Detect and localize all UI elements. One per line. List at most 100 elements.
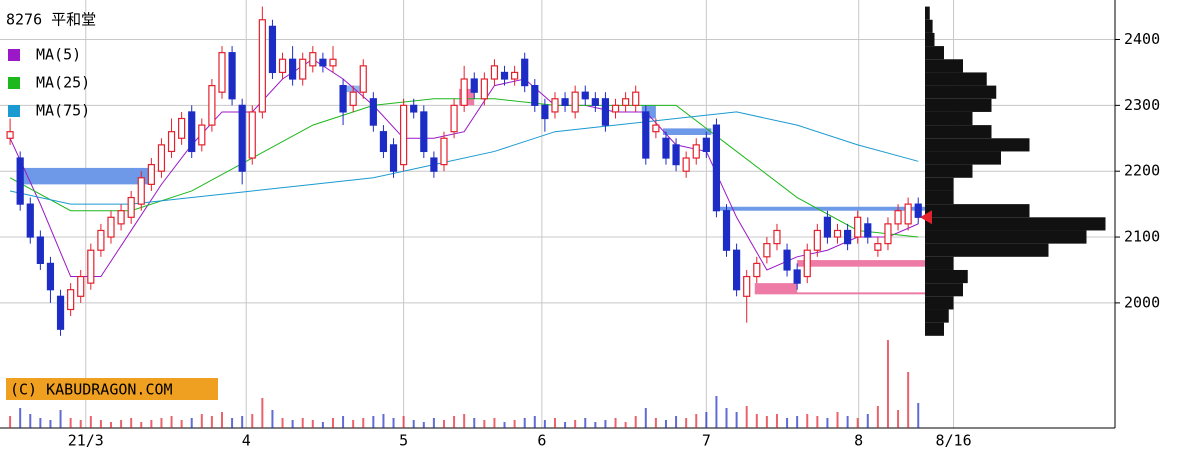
volume-profile-bar xyxy=(925,151,1001,165)
candle-body xyxy=(541,104,549,120)
candle-body xyxy=(420,111,428,153)
volume-profile-bar xyxy=(925,46,944,60)
candle-body xyxy=(56,295,65,330)
volume-bar xyxy=(816,416,819,428)
volume-bar xyxy=(715,396,718,428)
volume-profile-bar xyxy=(925,322,944,336)
volume-profile-bar xyxy=(925,19,933,33)
volume-bar xyxy=(826,418,829,428)
legend-swatch xyxy=(8,49,20,61)
volume-bar xyxy=(301,418,304,428)
volume-bar xyxy=(634,416,637,428)
volume-profile-bar xyxy=(925,98,992,112)
volume-bar xyxy=(271,410,274,428)
copyright: (C) KABUDRAGON.COM xyxy=(10,381,173,399)
candle-body xyxy=(561,98,569,106)
candle-body xyxy=(228,52,236,100)
candle-body xyxy=(36,236,44,264)
y-tick-label: 2200 xyxy=(1124,162,1160,180)
candle-body xyxy=(632,91,640,106)
volume-bar xyxy=(897,410,900,428)
volume-bar xyxy=(321,422,324,428)
legend-swatch xyxy=(8,105,20,117)
candle-body xyxy=(894,210,902,225)
volume-bar xyxy=(574,420,577,428)
volume-bar xyxy=(392,418,395,428)
volume-bar xyxy=(765,416,768,428)
volume-bar xyxy=(745,406,748,428)
volume-profile-bar xyxy=(925,111,973,126)
volume-bar xyxy=(473,418,476,428)
candle-body xyxy=(77,275,85,297)
volume-bar xyxy=(281,418,284,428)
volume-bar xyxy=(402,416,405,428)
candle-body xyxy=(299,58,307,80)
volume-bar xyxy=(180,420,183,428)
x-tick-label: 6 xyxy=(537,432,546,450)
candle-body xyxy=(551,98,559,113)
volume-bar xyxy=(89,416,92,428)
volume-bar xyxy=(463,414,466,428)
candle-body xyxy=(369,98,377,126)
candle-body xyxy=(884,223,892,245)
volume-bar xyxy=(291,420,294,428)
volume-bar xyxy=(493,418,496,428)
volume-profile-bar xyxy=(925,6,930,20)
candle-body xyxy=(511,71,519,80)
volume-profile-bar xyxy=(925,72,987,86)
candle-body xyxy=(349,91,357,106)
candle-body xyxy=(803,249,811,278)
candle-body xyxy=(733,249,741,291)
candle-body xyxy=(813,229,821,251)
volume-bar xyxy=(190,418,193,428)
volume-bar xyxy=(432,418,435,428)
volume-bar xyxy=(372,416,375,428)
candle-body xyxy=(268,25,277,74)
candle-body xyxy=(147,164,155,185)
candle-body xyxy=(793,269,801,284)
volume-bar xyxy=(140,422,143,428)
volume-bar xyxy=(856,418,859,428)
volume-bar xyxy=(210,416,213,428)
volume-bar xyxy=(553,418,556,428)
volume-bar xyxy=(311,420,314,428)
candle-body xyxy=(379,131,388,153)
candle-body xyxy=(107,216,115,238)
candle-body xyxy=(248,111,256,159)
price-zone xyxy=(662,128,712,135)
volume-bar xyxy=(29,414,32,428)
volume-profile-bar xyxy=(925,32,935,47)
candle-body xyxy=(480,78,488,100)
ma-line xyxy=(9,58,919,278)
volume-profile-bar xyxy=(925,243,1049,257)
volume-profile-bar xyxy=(925,138,1030,152)
x-tick-label: 21/3 xyxy=(68,432,104,450)
legend-label: MA(5) xyxy=(36,46,81,64)
candle-body xyxy=(833,229,842,238)
candle-body xyxy=(178,117,186,139)
volume-bar xyxy=(786,418,789,428)
candle-body xyxy=(500,71,509,80)
candle-body xyxy=(389,144,398,172)
volume-bar xyxy=(130,418,133,428)
candle-body xyxy=(198,124,206,146)
candle-body xyxy=(87,249,95,284)
volume-bar xyxy=(170,416,173,428)
candle-body xyxy=(117,210,125,225)
volume-bar xyxy=(412,420,415,428)
candle-body xyxy=(864,223,872,238)
candle-body xyxy=(914,203,922,218)
candle-body xyxy=(753,262,761,278)
volume-bar xyxy=(543,420,546,428)
candle-body xyxy=(601,98,610,126)
volume-profile-bar xyxy=(925,164,973,178)
volume-bar xyxy=(382,414,385,428)
volume-bar xyxy=(442,420,445,428)
candle-body xyxy=(339,84,347,113)
candle-body xyxy=(652,124,660,133)
volume-bar xyxy=(69,418,72,428)
candle-body xyxy=(763,243,771,258)
candle-body xyxy=(329,58,337,67)
